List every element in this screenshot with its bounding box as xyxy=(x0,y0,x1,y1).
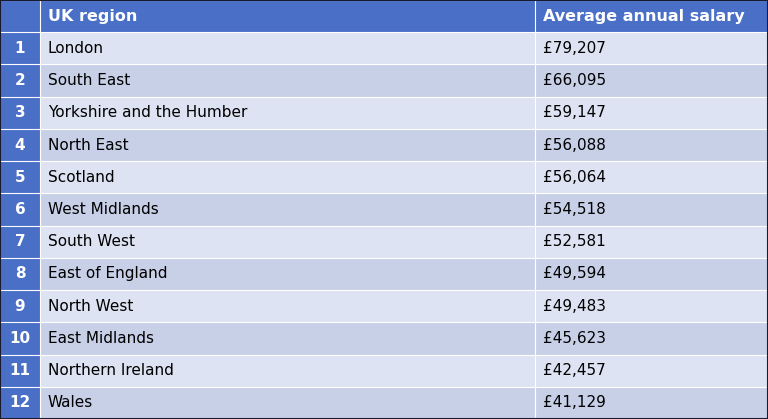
Text: 11: 11 xyxy=(9,363,31,378)
Text: £59,147: £59,147 xyxy=(543,105,606,120)
Bar xyxy=(0,322,40,354)
Bar xyxy=(535,97,768,129)
Text: £41,129: £41,129 xyxy=(543,396,606,410)
Text: 2: 2 xyxy=(15,73,25,88)
Text: South West: South West xyxy=(48,234,134,249)
Text: London: London xyxy=(48,41,104,56)
Bar xyxy=(0,161,40,194)
Bar xyxy=(535,354,768,387)
Bar xyxy=(40,354,535,387)
Bar xyxy=(535,225,768,258)
Text: Northern Ireland: Northern Ireland xyxy=(48,363,174,378)
Bar xyxy=(40,65,535,97)
Text: East Midlands: East Midlands xyxy=(48,331,154,346)
Text: 5: 5 xyxy=(15,170,25,185)
Text: £42,457: £42,457 xyxy=(543,363,606,378)
Bar xyxy=(0,225,40,258)
Bar xyxy=(0,354,40,387)
Bar xyxy=(40,225,535,258)
Text: 9: 9 xyxy=(15,299,25,314)
Text: £79,207: £79,207 xyxy=(543,41,606,56)
Text: 1: 1 xyxy=(15,41,25,56)
Bar xyxy=(0,129,40,161)
Bar xyxy=(40,97,535,129)
Bar xyxy=(535,194,768,225)
Bar xyxy=(535,32,768,65)
Text: 10: 10 xyxy=(9,331,31,346)
Text: 6: 6 xyxy=(15,202,25,217)
Bar xyxy=(535,161,768,194)
Bar xyxy=(0,387,40,419)
Text: North West: North West xyxy=(48,299,133,314)
Bar xyxy=(40,322,535,354)
Bar xyxy=(40,290,535,322)
Text: £56,064: £56,064 xyxy=(543,170,606,185)
Bar xyxy=(40,258,535,290)
Bar xyxy=(0,65,40,97)
Bar xyxy=(40,161,535,194)
Text: 12: 12 xyxy=(9,396,31,410)
Text: 7: 7 xyxy=(15,234,25,249)
Bar xyxy=(40,387,535,419)
Text: £54,518: £54,518 xyxy=(543,202,606,217)
Bar xyxy=(0,290,40,322)
Text: Average annual salary: Average annual salary xyxy=(543,9,745,23)
Bar xyxy=(535,65,768,97)
Bar xyxy=(0,0,40,32)
Bar xyxy=(0,194,40,225)
Text: £52,581: £52,581 xyxy=(543,234,606,249)
Text: Scotland: Scotland xyxy=(48,170,114,185)
Bar xyxy=(0,32,40,65)
Bar xyxy=(40,129,535,161)
Text: £45,623: £45,623 xyxy=(543,331,606,346)
Bar xyxy=(40,0,535,32)
Text: Wales: Wales xyxy=(48,396,93,410)
Text: £56,088: £56,088 xyxy=(543,137,606,153)
Text: 8: 8 xyxy=(15,266,25,282)
Bar xyxy=(535,387,768,419)
Bar xyxy=(0,97,40,129)
Bar xyxy=(0,258,40,290)
Text: East of England: East of England xyxy=(48,266,167,282)
Text: 3: 3 xyxy=(15,105,25,120)
Text: UK region: UK region xyxy=(48,9,137,23)
Text: Yorkshire and the Humber: Yorkshire and the Humber xyxy=(48,105,247,120)
Bar xyxy=(535,0,768,32)
Text: £66,095: £66,095 xyxy=(543,73,606,88)
Text: 4: 4 xyxy=(15,137,25,153)
Text: £49,483: £49,483 xyxy=(543,299,606,314)
Bar xyxy=(40,194,535,225)
Text: South East: South East xyxy=(48,73,130,88)
Bar xyxy=(535,290,768,322)
Text: West Midlands: West Midlands xyxy=(48,202,158,217)
Bar xyxy=(535,258,768,290)
Bar xyxy=(535,322,768,354)
Bar xyxy=(535,129,768,161)
Text: £49,594: £49,594 xyxy=(543,266,606,282)
Text: North East: North East xyxy=(48,137,128,153)
Bar xyxy=(40,32,535,65)
